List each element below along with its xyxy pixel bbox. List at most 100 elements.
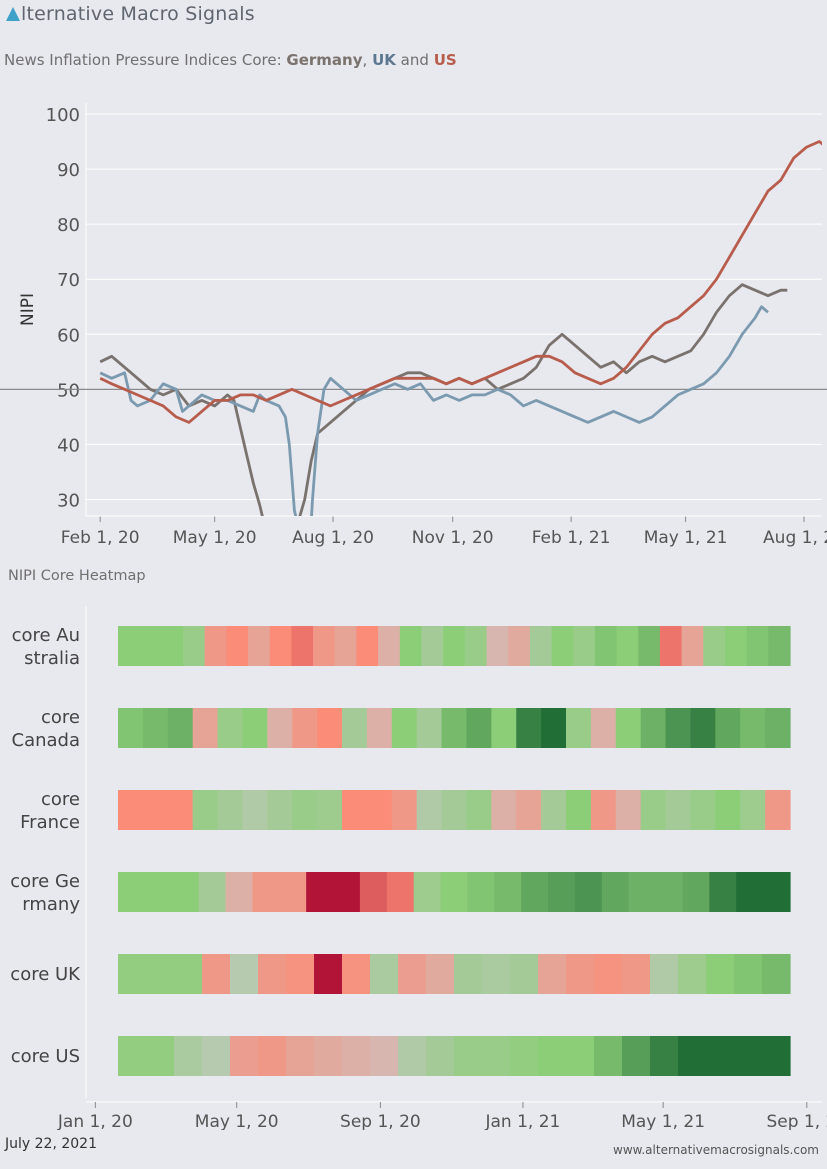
heat-cell-4-14 (510, 954, 539, 994)
heat-cell-2-3 (192, 790, 219, 830)
heat-cell-1-14 (466, 708, 492, 748)
heat-cell-1-9 (342, 708, 368, 748)
heat-x-tick-label-5: Sep 1, 21 (766, 1112, 827, 1130)
heat-cell-1-11 (391, 708, 418, 748)
y-tick-label-40: 40 (57, 435, 80, 456)
heat-cell-3-1 (144, 872, 173, 912)
heat-cell-3-20 (655, 872, 684, 912)
heat-cell-0-29 (746, 626, 769, 666)
heat-cell-4-7 (314, 954, 343, 994)
heat-cell-5-3 (202, 1036, 231, 1076)
website-url[interactable]: www.alternativemacrosignals.com (613, 1143, 819, 1157)
row-label-core-germany-0: core Ge (10, 871, 80, 892)
heat-cell-2-4 (217, 790, 244, 830)
heat-cell-1-16 (516, 708, 542, 748)
heat-cell-1-5 (242, 708, 268, 748)
heat-cell-0-8 (291, 626, 314, 666)
heat-cell-2-16 (516, 790, 542, 830)
heat-cell-0-3 (183, 626, 206, 666)
heat-cell-2-13 (441, 790, 468, 830)
heat-cell-0-7 (269, 626, 293, 666)
heat-cell-3-6 (279, 872, 307, 912)
heat-cell-4-10 (398, 954, 427, 994)
x-tick-label-1: May 1, 20 (173, 528, 257, 548)
heat-cell-0-25 (659, 626, 683, 666)
heat-cell-5-18 (622, 1036, 651, 1076)
line-chart: 30 40 50 60 70 80 90 100 NIPI Feb 1, 20 May 1, 20 A… (0, 103, 827, 548)
heat-cell-5-14 (510, 1036, 539, 1076)
heat-x-tick-label-4: May 1, 21 (621, 1112, 705, 1130)
row-label-core-australia-1: stralia (24, 648, 80, 669)
heat-cell-3-21 (682, 872, 710, 912)
heat-cell-0-0 (118, 626, 141, 666)
heat-cell-5-20 (678, 1036, 707, 1076)
heat-cell-3-23 (736, 872, 764, 912)
heat-cell-0-4 (204, 626, 227, 666)
heat-cell-5-13 (482, 1036, 511, 1076)
heat-cell-0-18 (508, 626, 531, 666)
heat-x-tick-label-3: Jan 1, 21 (484, 1112, 560, 1130)
heat-cell-1-12 (416, 708, 443, 748)
heat-cell-4-11 (426, 954, 455, 994)
heat-cell-2-1 (142, 790, 169, 830)
heat-cell-0-24 (638, 626, 661, 666)
logo-triangle-icon (6, 7, 20, 21)
heat-cell-3-14 (494, 872, 522, 912)
heat-cell-3-19 (628, 872, 657, 912)
legend-germany: Germany (286, 51, 363, 69)
x-tick-label-6: Aug 1, 21 (763, 528, 827, 548)
heat-cell-5-19 (650, 1036, 679, 1076)
heat-cell-0-22 (594, 626, 618, 666)
heat-cell-4-12 (454, 954, 483, 994)
heat-cell-4-8 (342, 954, 371, 994)
heat-cell-3-4 (225, 872, 253, 912)
heat-cell-5-7 (314, 1036, 343, 1076)
heat-cell-4-21 (706, 954, 735, 994)
heat-cell-0-1 (139, 626, 162, 666)
heat-cell-3-12 (440, 872, 469, 912)
heat-cell-0-15 (443, 626, 466, 666)
heat-cell-2-11 (391, 790, 418, 830)
x-tick-label-0: Feb 1, 20 (61, 528, 140, 548)
heat-cell-1-23 (690, 708, 716, 748)
heat-cell-3-13 (467, 872, 495, 912)
heat-cell-1-20 (615, 708, 642, 748)
heat-cell-2-9 (342, 790, 368, 830)
title-prefix: News Inflation Pressure Indices Core: (4, 51, 282, 69)
y-tick-label-80: 80 (57, 215, 80, 236)
heat-cell-3-7 (306, 872, 334, 912)
heat-cell-4-0 (118, 954, 147, 994)
heat-cell-5-1 (146, 1036, 175, 1076)
heat-cell-4-17 (594, 954, 623, 994)
heat-cell-3-10 (386, 872, 415, 912)
heat-cell-4-18 (622, 954, 651, 994)
heat-cell-2-22 (665, 790, 692, 830)
heat-cell-1-3 (192, 708, 219, 748)
heat-cell-0-9 (313, 626, 336, 666)
y-tick-label-100: 100 (46, 105, 80, 126)
heat-cell-0-16 (464, 626, 488, 666)
heat-cell-1-25 (740, 708, 766, 748)
heat-cell-0-26 (681, 626, 704, 666)
x-tick-label-2: Aug 1, 20 (292, 528, 374, 548)
heat-cell-1-4 (217, 708, 244, 748)
heat-cell-1-18 (566, 708, 592, 748)
heat-x-tick-label-0: Jan 1, 20 (57, 1112, 133, 1130)
heat-cell-4-22 (734, 954, 763, 994)
row-label-core-canada-0: core (41, 707, 80, 728)
heat-cell-0-17 (486, 626, 509, 666)
series-line-us (99, 140, 822, 424)
heat-cell-2-7 (292, 790, 318, 830)
heat-cell-4-1 (146, 954, 175, 994)
legend-uk: UK (372, 51, 396, 69)
heat-cell-3-11 (413, 872, 442, 912)
heat-cell-0-6 (248, 626, 271, 666)
heat-cell-3-18 (601, 872, 630, 912)
row-label-core-uk-0: core UK (10, 964, 81, 985)
heat-cell-2-23 (690, 790, 716, 830)
heat-cell-2-12 (416, 790, 443, 830)
heat-cell-3-0 (118, 872, 146, 912)
heat-cell-0-11 (356, 626, 379, 666)
x-tick-label-3: Nov 1, 20 (412, 528, 494, 548)
brand-logo-text: lternative Macro Signals (21, 3, 255, 25)
